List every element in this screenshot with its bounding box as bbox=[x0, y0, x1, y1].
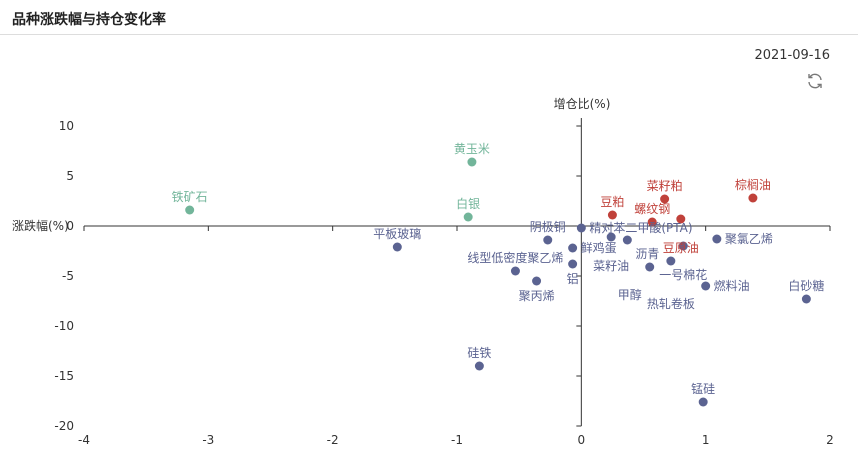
data-point-label: 甲醇 bbox=[618, 287, 642, 302]
data-point bbox=[660, 194, 670, 204]
data-point-label: 螺纹钢 bbox=[634, 202, 670, 216]
data-point bbox=[801, 294, 811, 304]
data-point bbox=[467, 157, 477, 167]
y-tick-label: -15 bbox=[54, 369, 74, 383]
data-point-label: 豆粕 bbox=[600, 194, 624, 209]
data-point-label: 平板玻璃 bbox=[373, 227, 421, 241]
y-tick-label: -5 bbox=[62, 269, 74, 283]
y-tick-label: 0 bbox=[66, 219, 74, 233]
data-point bbox=[474, 361, 484, 371]
data-point-label: 菜籽粕 bbox=[647, 178, 683, 193]
data-point-label: 沥青 bbox=[635, 247, 659, 261]
data-point-label: 白砂糖 bbox=[788, 278, 824, 293]
data-point bbox=[701, 281, 711, 291]
data-point bbox=[676, 214, 686, 224]
data-point bbox=[645, 262, 655, 272]
data-point-label: 精对苯二甲酸(PTA) bbox=[589, 220, 692, 235]
refresh-icon[interactable] bbox=[806, 72, 824, 90]
data-point-label: 一号棉花 bbox=[659, 267, 707, 282]
data-point bbox=[510, 266, 520, 276]
x-tick-label: 0 bbox=[578, 433, 586, 447]
x-axis-label: 增仓比(%) bbox=[554, 97, 611, 111]
data-point bbox=[698, 397, 708, 407]
data-point bbox=[622, 235, 632, 245]
data-point bbox=[576, 223, 586, 233]
y-tick-label: -20 bbox=[54, 419, 74, 433]
data-point bbox=[532, 276, 542, 286]
x-tick-label: -1 bbox=[451, 433, 463, 447]
data-point-label: 豆原油 bbox=[663, 241, 699, 255]
page-title: 品种涨跌幅与持仓变化率 bbox=[12, 12, 166, 28]
data-point-label: 聚氯乙烯 bbox=[725, 232, 773, 246]
x-tick-label: -3 bbox=[202, 433, 214, 447]
data-point bbox=[185, 205, 195, 215]
data-point-label: 锰硅 bbox=[691, 381, 715, 396]
data-point-label: 聚丙烯 bbox=[519, 289, 555, 303]
x-tick-label: 2 bbox=[826, 433, 834, 447]
data-point-label: 热轧卷板 bbox=[647, 296, 695, 311]
y-tick-label: 5 bbox=[66, 169, 74, 183]
data-point bbox=[666, 256, 676, 266]
data-point-label: 白银 bbox=[456, 196, 480, 211]
x-tick-label: 1 bbox=[702, 433, 710, 447]
data-point-label: 燃料油 bbox=[714, 278, 750, 293]
x-tick-label: -2 bbox=[327, 433, 339, 447]
data-point bbox=[463, 212, 473, 222]
y-tick-label: -10 bbox=[54, 319, 74, 333]
data-point-label: 铁矿石 bbox=[172, 190, 208, 204]
data-point bbox=[392, 242, 402, 252]
data-point-label: 硅铁 bbox=[467, 346, 491, 360]
data-point bbox=[678, 241, 688, 251]
data-point bbox=[568, 243, 578, 253]
data-point bbox=[607, 210, 617, 220]
data-point-label: 菜籽油 bbox=[593, 259, 629, 273]
x-tick-label: -4 bbox=[78, 433, 90, 447]
y-tick-label: 10 bbox=[59, 119, 74, 133]
data-point-label: 鲜鸡蛋 bbox=[581, 240, 617, 255]
data-point bbox=[748, 193, 758, 203]
divider bbox=[0, 34, 858, 35]
date-label: 2021-09-16 bbox=[754, 48, 830, 63]
data-point bbox=[568, 259, 578, 269]
data-point bbox=[543, 235, 553, 245]
data-point-label: 线型低密度聚乙烯 bbox=[467, 250, 563, 265]
data-point bbox=[647, 217, 657, 227]
data-point bbox=[712, 234, 722, 244]
data-point-label: 铝 bbox=[567, 271, 579, 286]
y-axis-label: 涨跌幅(%) bbox=[12, 218, 69, 233]
data-point-label: 黄玉米 bbox=[454, 142, 490, 156]
data-point bbox=[606, 232, 616, 242]
data-point-label: 阴极铜 bbox=[530, 219, 566, 234]
data-point-label: 棕榈油 bbox=[735, 177, 771, 192]
